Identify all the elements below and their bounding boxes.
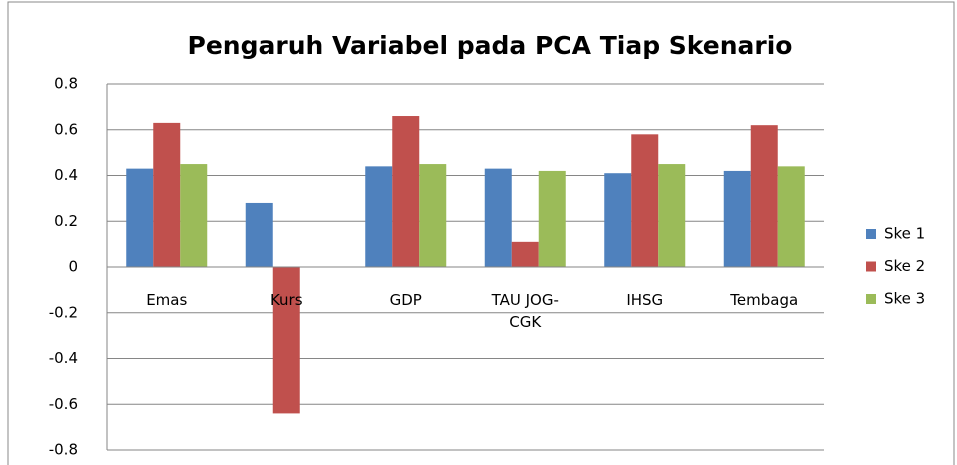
legend-swatch bbox=[866, 261, 876, 272]
legend-swatch bbox=[866, 294, 876, 304]
bar bbox=[658, 164, 686, 267]
y-tick-label: 0.2 bbox=[54, 212, 78, 230]
legend-label: Ske 3 bbox=[884, 290, 925, 308]
bar bbox=[180, 164, 208, 267]
x-tick-label: Tembaga bbox=[730, 291, 799, 309]
legend-swatch bbox=[866, 229, 876, 239]
bar bbox=[365, 166, 393, 267]
bar bbox=[419, 164, 447, 267]
bar bbox=[511, 241, 539, 267]
y-tick-label: -0.2 bbox=[49, 303, 78, 321]
legend-label: Ske 2 bbox=[884, 257, 925, 275]
bar bbox=[126, 168, 154, 267]
x-tick-label: IHSG bbox=[626, 291, 664, 309]
y-tick-label: -0.4 bbox=[49, 349, 78, 367]
x-tick-label: TAU JOG-CGK bbox=[491, 291, 559, 331]
y-tick-label: 0.6 bbox=[54, 120, 78, 138]
bar bbox=[538, 170, 566, 267]
bar bbox=[631, 134, 659, 267]
y-tick-label: 0.4 bbox=[54, 166, 78, 184]
chart-border bbox=[7, 1, 955, 465]
bar bbox=[272, 267, 300, 414]
x-tick-label: Kurs bbox=[269, 291, 303, 309]
bar bbox=[484, 168, 512, 267]
bar bbox=[245, 202, 273, 267]
x-tick-label: Emas bbox=[146, 291, 188, 309]
bar bbox=[750, 125, 778, 267]
y-tick-label: 0 bbox=[68, 258, 78, 276]
y-tick-label: -0.8 bbox=[49, 441, 78, 459]
bar bbox=[723, 170, 751, 267]
x-tick-label: GDP bbox=[389, 291, 422, 309]
legend-label: Ske 1 bbox=[884, 225, 925, 243]
bar bbox=[392, 116, 420, 268]
chart-title: Pengaruh Variabel pada PCA Tiap Skenario bbox=[188, 31, 793, 60]
bar bbox=[777, 166, 805, 267]
y-tick-label: 0.8 bbox=[54, 75, 78, 93]
bar bbox=[153, 122, 181, 267]
y-tick-label: -0.6 bbox=[49, 395, 78, 413]
bar bbox=[604, 173, 632, 267]
